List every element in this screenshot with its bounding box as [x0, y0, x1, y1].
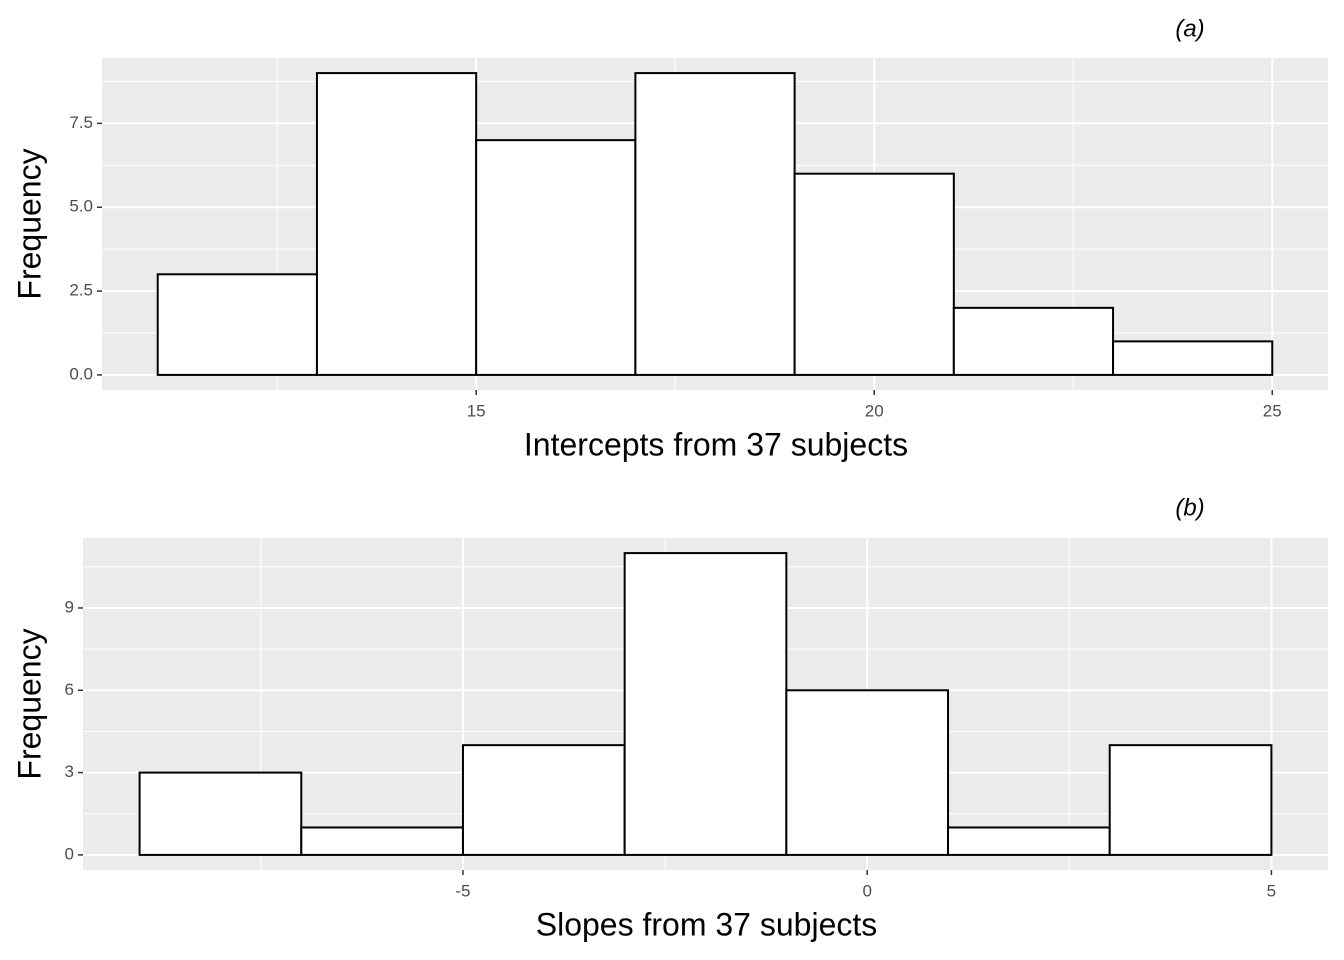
bar	[475, 139, 637, 376]
y-tick-label: 9	[65, 597, 74, 616]
y-tick-label: 7.5	[69, 113, 93, 132]
x-tick-label: 15	[467, 401, 486, 420]
x-axis-label: Slopes from 37 subjects	[536, 906, 878, 942]
y-axis-label: Frequency	[11, 148, 47, 299]
x-tick-label: 0	[862, 881, 871, 900]
x-tick-label: 20	[865, 401, 884, 420]
bar	[785, 689, 950, 856]
bar	[315, 72, 478, 376]
x-tick-label: -5	[455, 881, 470, 900]
bar	[1112, 340, 1274, 376]
bar	[461, 744, 626, 856]
y-tick-label: 5.0	[69, 197, 93, 216]
y-axis-label: Frequency	[11, 628, 47, 779]
bar	[634, 72, 796, 376]
x-tick-label: 5	[1267, 881, 1276, 900]
bar	[1108, 744, 1273, 856]
y-tick-label: 2.5	[69, 281, 93, 300]
bar	[952, 306, 1115, 376]
y-tick-label: 6	[65, 680, 74, 699]
y-tick-label: 3	[65, 762, 74, 781]
x-axis-label: Intercepts from 37 subjects	[524, 426, 908, 462]
annotation: (b)	[1175, 494, 1204, 521]
x-tick-label: 25	[1263, 401, 1282, 420]
bar	[947, 826, 1111, 856]
annotation: (a)	[1175, 15, 1204, 42]
y-tick-label: 0.0	[69, 364, 93, 383]
bar	[138, 771, 303, 856]
bar	[156, 273, 318, 376]
bar	[793, 172, 955, 376]
y-tick-label: 0	[65, 844, 74, 863]
bar	[623, 552, 788, 856]
bar	[300, 826, 464, 856]
